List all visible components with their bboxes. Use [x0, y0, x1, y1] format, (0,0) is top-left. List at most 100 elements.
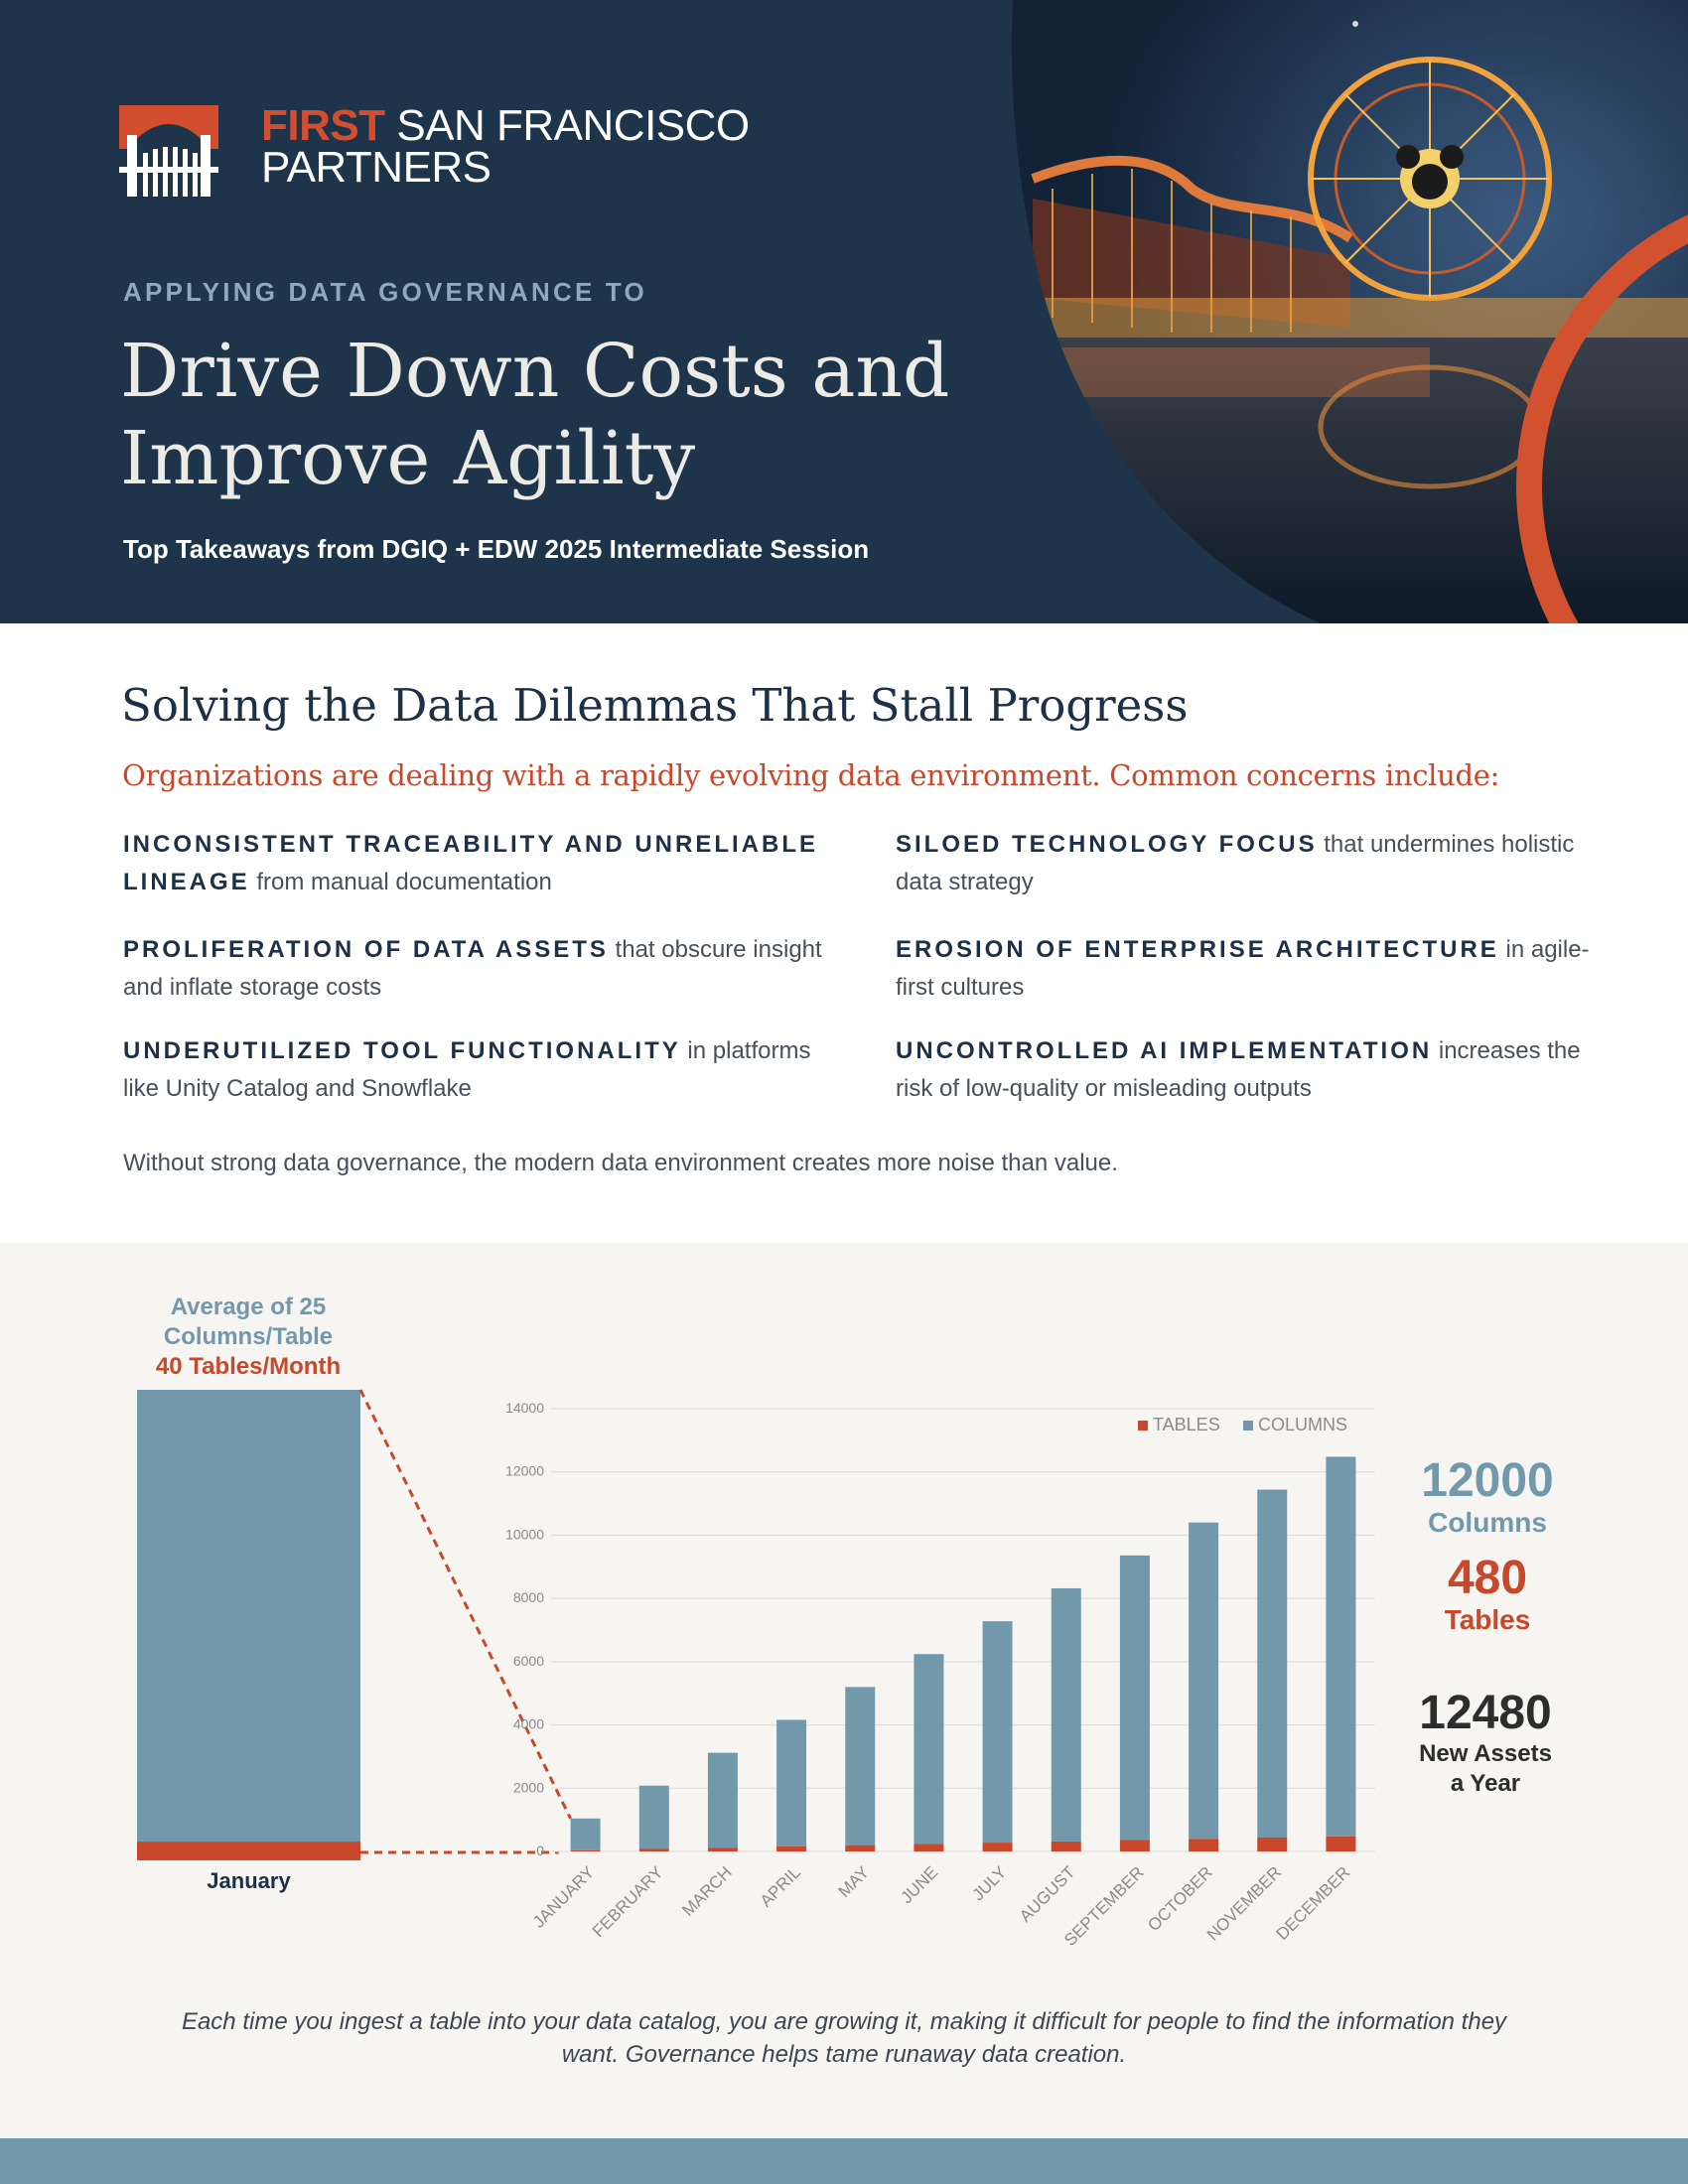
caption-line-2: want. Governance helps tame runaway data… — [561, 2041, 1127, 2068]
bar-columns — [982, 1621, 1013, 1843]
x-tick-label: MAY — [834, 1862, 873, 1901]
chart-section: Average of 25 Columns/Table 40 Tables/Mo… — [0, 1243, 1688, 2138]
concern-item: UNCONTROLLED AI IMPLEMENTATION increases… — [896, 1032, 1591, 1108]
bar-columns — [1119, 1555, 1150, 1841]
tables-stat-value: 480 — [1447, 1552, 1528, 1604]
legend-swatch-columns — [1243, 1421, 1253, 1431]
logo-first: FIRST — [261, 101, 385, 150]
title-line-2: Improve Agility — [120, 416, 696, 501]
tables-stat-label: Tables — [1444, 1604, 1531, 1635]
bar-tables — [707, 1847, 738, 1851]
bar-columns — [845, 1687, 876, 1845]
zoom-label-tables: 40 Tables/Month — [155, 1353, 342, 1380]
concern-text: that obscure insight and inflate storage… — [123, 936, 822, 1001]
total-stat-label-1: New Assets — [1419, 1740, 1552, 1767]
bar-tables — [845, 1844, 876, 1851]
total-stat-value: 12480 — [1419, 1687, 1552, 1739]
concern-highlight: SILOED TECHNOLOGY FOCUS — [896, 831, 1318, 858]
bar-tables — [570, 1849, 601, 1851]
bar-columns — [776, 1719, 807, 1846]
columns-stat-label: Columns — [1428, 1507, 1547, 1538]
bar-tables — [1326, 1836, 1356, 1851]
page-subtitle: Top Takeaways from DGIQ + EDW 2025 Inter… — [123, 534, 870, 564]
legend-label-tables: TABLES — [1153, 1415, 1220, 1434]
hero-photo — [1011, 0, 1688, 623]
x-tick-label: NOVEMBER — [1203, 1862, 1285, 1944]
company-logo-icon — [119, 105, 218, 197]
concern-highlight: PROLIFERATION OF DATA ASSETS — [123, 936, 609, 963]
concern-highlight: UNCONTROLLED AI IMPLEMENTATION — [896, 1037, 1433, 1064]
bar-tables — [914, 1843, 944, 1851]
x-tick-label: APRIL — [757, 1862, 804, 1910]
concern-highlight: UNDERUTILIZED TOOL FUNCTIONALITY — [123, 1037, 681, 1064]
bar-columns — [1326, 1456, 1356, 1837]
ferris-wheel — [1308, 57, 1552, 301]
eyebrow-text: APPLYING DATA GOVERNANCE TO — [123, 277, 647, 307]
y-tick-label: 12000 — [505, 1463, 544, 1479]
y-tick-label: 2000 — [513, 1779, 544, 1795]
y-tick-label: 4000 — [513, 1716, 544, 1732]
bar-tables — [982, 1843, 1013, 1851]
chart-legend: TABLES COLUMNS — [1138, 1415, 1347, 1434]
y-tick-label: 0 — [536, 1843, 544, 1858]
tables-stat: 480 Tables — [1390, 1553, 1585, 1636]
january-zoom: January — [137, 1389, 572, 1893]
footer-band — [0, 2138, 1688, 2184]
y-tick-label: 10000 — [505, 1526, 544, 1542]
concern-text: in platforms like Unity Catalog and Snow… — [123, 1037, 811, 1102]
total-stat: 12480 New Assets a Year — [1386, 1688, 1585, 1799]
bar-columns — [707, 1752, 738, 1848]
bar-columns — [570, 1818, 601, 1850]
zoom-label: Average of 25 Columns/Table — [119, 1293, 377, 1352]
concern-item: PROLIFERATION OF DATA ASSETS that obscur… — [123, 931, 838, 1007]
x-tick-label: MARCH — [678, 1862, 736, 1920]
chart-gridlines: 0 2000 4000 6000 8000 10000 12000 14000 — [505, 1400, 1375, 1858]
bar-tables — [1119, 1840, 1150, 1851]
zoom-label-line-2: Columns/Table — [163, 1323, 334, 1350]
concern-text: increases the risk of low-quality or mis… — [896, 1037, 1581, 1102]
zoom-month-label: January — [207, 1868, 291, 1893]
columns-stat: 12000 Columns — [1390, 1455, 1585, 1539]
total-stat-label-2: a Year — [1450, 1770, 1521, 1797]
concern-highlight: EROSION OF ENTERPRISE ARCHITECTURE — [896, 936, 1499, 963]
bar-tables — [1051, 1841, 1081, 1851]
concern-highlight: INCONSISTENT TRACEABILITY AND UNRELIABLE… — [123, 831, 819, 895]
bar-columns — [914, 1654, 944, 1844]
conclusion-text: Without strong data governance, the mode… — [123, 1150, 1118, 1176]
zoom-bar-columns — [137, 1390, 360, 1843]
x-tick-label: JANUARY — [529, 1862, 598, 1931]
legend-label-columns: COLUMNS — [1258, 1415, 1347, 1434]
zoom-label-line-1: Average of 25 — [170, 1294, 327, 1320]
section-lead: Organizations are dealing with a rapidly… — [122, 758, 1500, 792]
bar-tables — [1189, 1839, 1219, 1851]
x-tick-label: JUNE — [897, 1862, 941, 1907]
decorative-ring — [1516, 214, 1688, 623]
header-banner: FIRST SAN FRANCISCO PARTNERS APPLYING DA… — [0, 0, 1688, 623]
x-tick-label: OCTOBER — [1144, 1862, 1216, 1935]
bar-columns — [1257, 1489, 1288, 1838]
page-title: Drive Down Costs and Improve Agility — [120, 328, 949, 502]
x-tick-label: DECEMBER — [1273, 1862, 1354, 1944]
zoom-connector-top — [358, 1389, 572, 1820]
concern-text: in agile-first cultures — [896, 936, 1590, 1001]
concern-item: INCONSISTENT TRACEABILITY AND UNRELIABLE… — [123, 826, 838, 901]
x-tick-label: JULY — [968, 1862, 1010, 1904]
bar-tables — [1257, 1837, 1288, 1851]
y-tick-label: 8000 — [513, 1589, 544, 1605]
concern-text: that undermines holistic data strategy — [896, 831, 1575, 895]
y-tick-label: 6000 — [513, 1653, 544, 1669]
growth-chart: January 0 2000 4000 6000 8000 10000 12000 14000… — [137, 1389, 1375, 1950]
y-tick-label: 14000 — [505, 1400, 544, 1416]
x-tick-label: FEBRUARY — [589, 1862, 667, 1941]
title-line-1: Drive Down Costs and — [120, 329, 950, 414]
section-title: Solving the Data Dilemmas That Stall Pro… — [121, 679, 1189, 732]
logo-partners: PARTNERS — [261, 143, 492, 192]
logo-name: SAN FRANCISCO — [384, 101, 750, 150]
bar-columns — [1051, 1587, 1081, 1842]
columns-stat-value: 12000 — [1421, 1454, 1554, 1507]
zoom-bar-tables — [137, 1842, 360, 1860]
x-tick-label: AUGUST — [1016, 1862, 1079, 1926]
bar-tables — [638, 1848, 669, 1851]
chart-caption: Each time you ingest a table into your d… — [99, 2005, 1589, 2071]
